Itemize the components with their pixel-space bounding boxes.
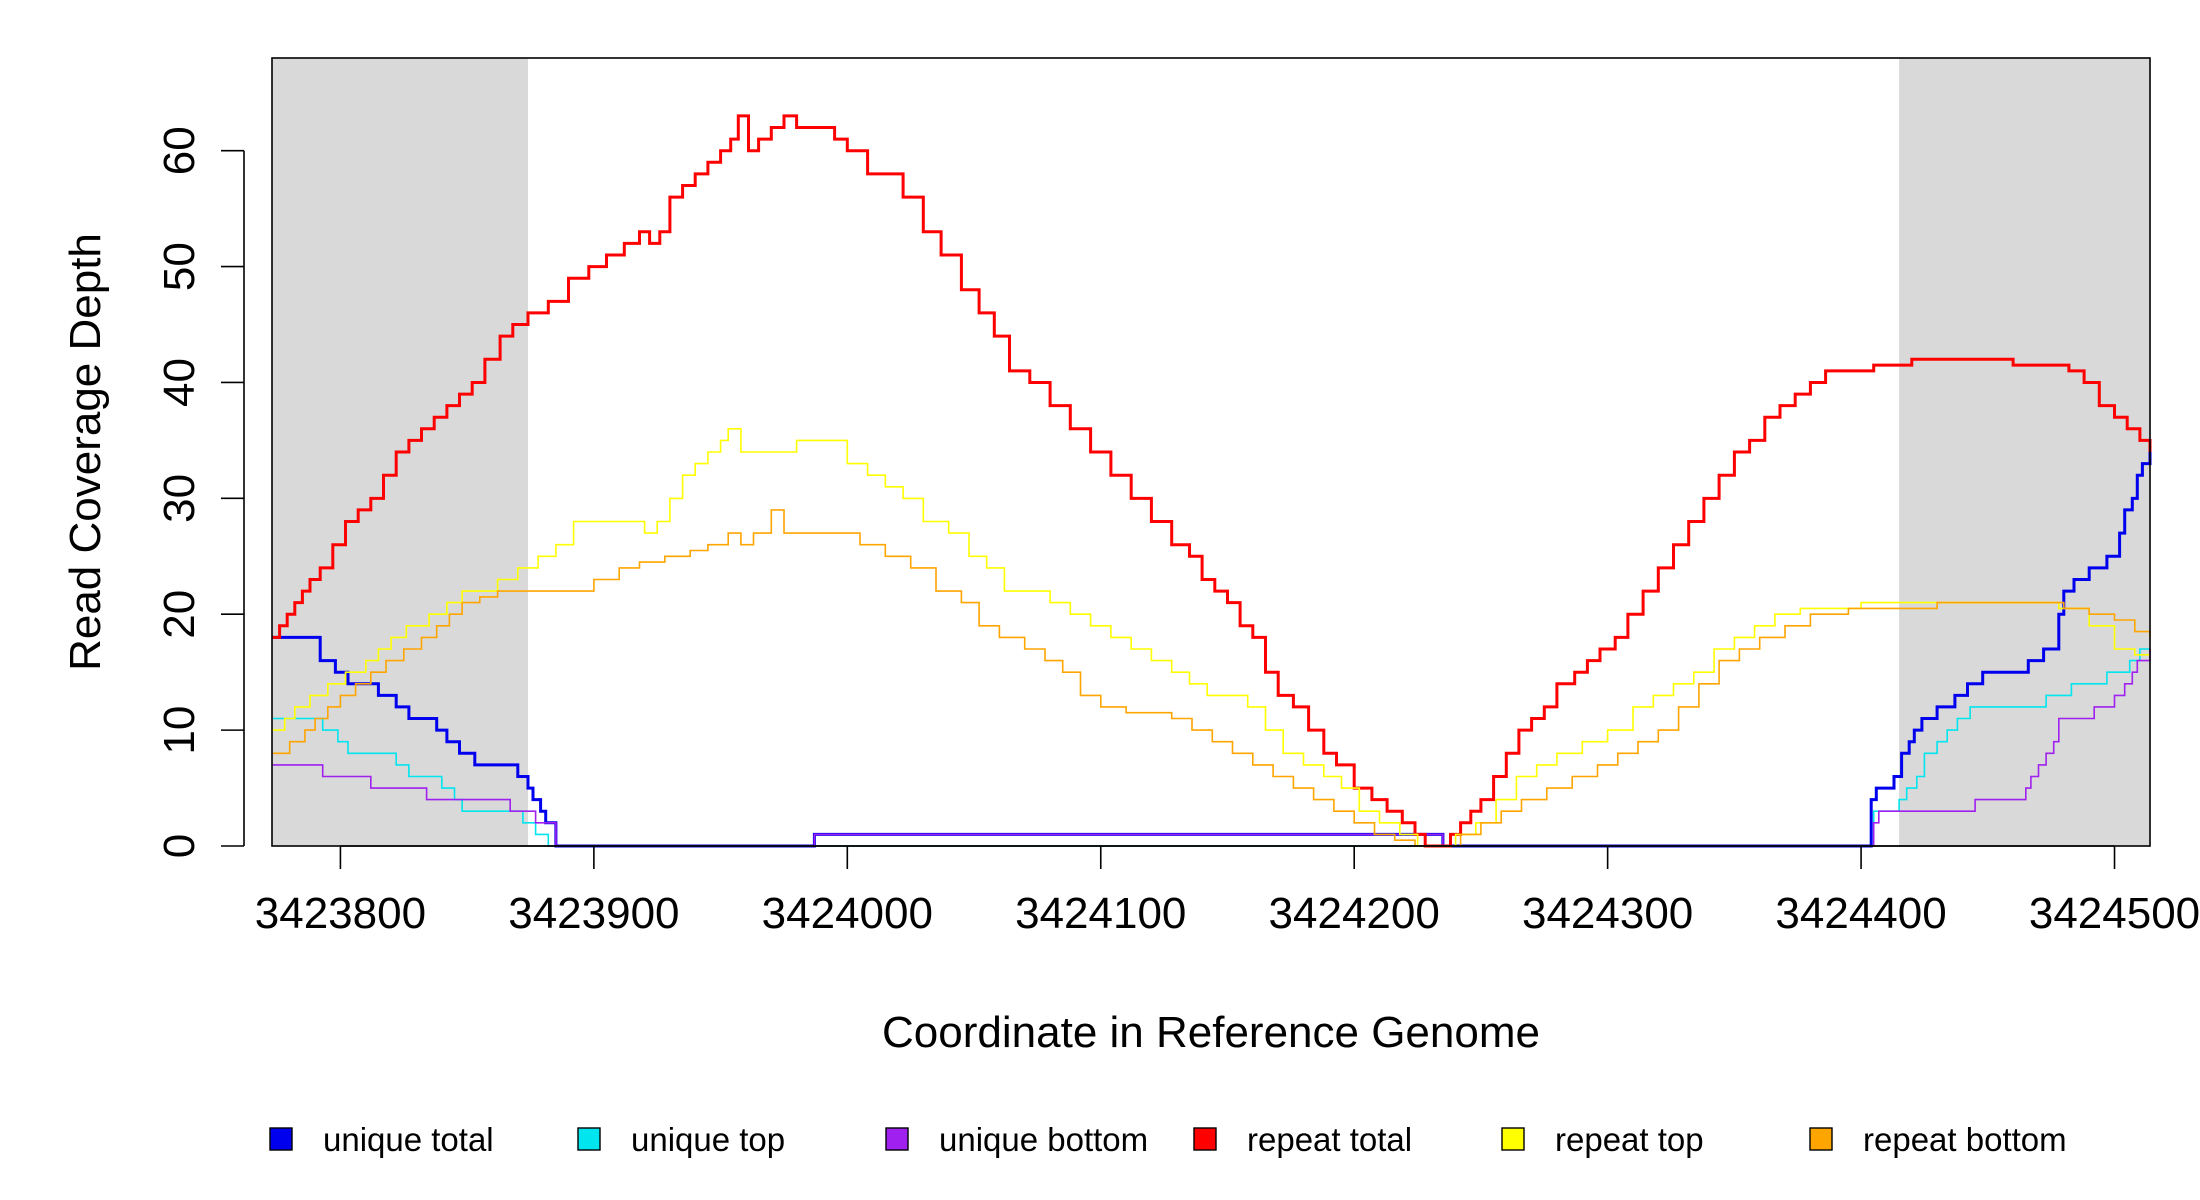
x-tick-label: 3424300 — [1522, 889, 1693, 938]
legend-label-repeat-top: repeat top — [1555, 1121, 1704, 1158]
legend: unique total unique top unique bottom repea… — [269, 1121, 2067, 1158]
y-axis-title: Read Coverage Depth — [61, 233, 110, 671]
legend-label-unique-top: unique top — [631, 1121, 785, 1158]
legend-swatch-repeat-total — [1193, 1127, 1217, 1151]
x-tick-label: 3423800 — [255, 889, 426, 938]
series-line-unique-total — [272, 452, 2152, 848]
shaded-regions — [272, 58, 2150, 846]
series-line-repeat-total — [272, 114, 2152, 848]
legend-label-unique-total: unique total — [323, 1121, 494, 1158]
x-tick-label: 3424400 — [1775, 889, 1946, 938]
y-tick-label: 50 — [155, 242, 204, 291]
legend-swatch-unique-bottom — [885, 1127, 909, 1151]
y-axis: 0 10 20 30 40 50 60 — [155, 126, 245, 858]
series-line-unique-bottom — [272, 649, 2151, 847]
x-tick-label: 3423900 — [508, 889, 679, 938]
legend-label-repeat-total: repeat total — [1247, 1121, 1412, 1158]
series-line-repeat-bottom — [272, 509, 2151, 847]
x-tick-label: 3424500 — [2029, 889, 2200, 938]
legend-label-repeat-bottom: repeat bottom — [1863, 1121, 2067, 1158]
shaded-region-2 — [1899, 58, 2150, 846]
series-line-unique-top — [272, 648, 2150, 847]
plot-frame — [271, 57, 2151, 847]
x-tick-label: 3424000 — [762, 889, 933, 938]
y-tick-label: 10 — [155, 706, 204, 755]
y-tick-label: 0 — [155, 834, 204, 858]
x-axis-title: Coordinate in Reference Genome — [882, 1008, 1540, 1057]
series-line-repeat-top — [272, 428, 2150, 847]
legend-swatch-repeat-bottom — [1809, 1127, 1833, 1151]
legend-label-unique-bottom: unique bottom — [939, 1121, 1148, 1158]
legend-swatch-unique-top — [577, 1127, 601, 1151]
y-tick-label: 40 — [155, 358, 204, 407]
x-tick-label: 3424100 — [1015, 889, 1186, 938]
legend-swatch-unique-total — [269, 1127, 293, 1151]
x-axis: 3423800 3423900 3424000 3424100 3424200 34243… — [255, 845, 2200, 938]
legend-swatch-repeat-top — [1501, 1127, 1525, 1151]
y-tick-label: 30 — [155, 474, 204, 523]
series-lines — [272, 114, 2152, 848]
y-tick-label: 20 — [155, 590, 204, 639]
y-tick-label: 60 — [155, 126, 204, 175]
x-tick-label: 3424200 — [1269, 889, 1440, 938]
